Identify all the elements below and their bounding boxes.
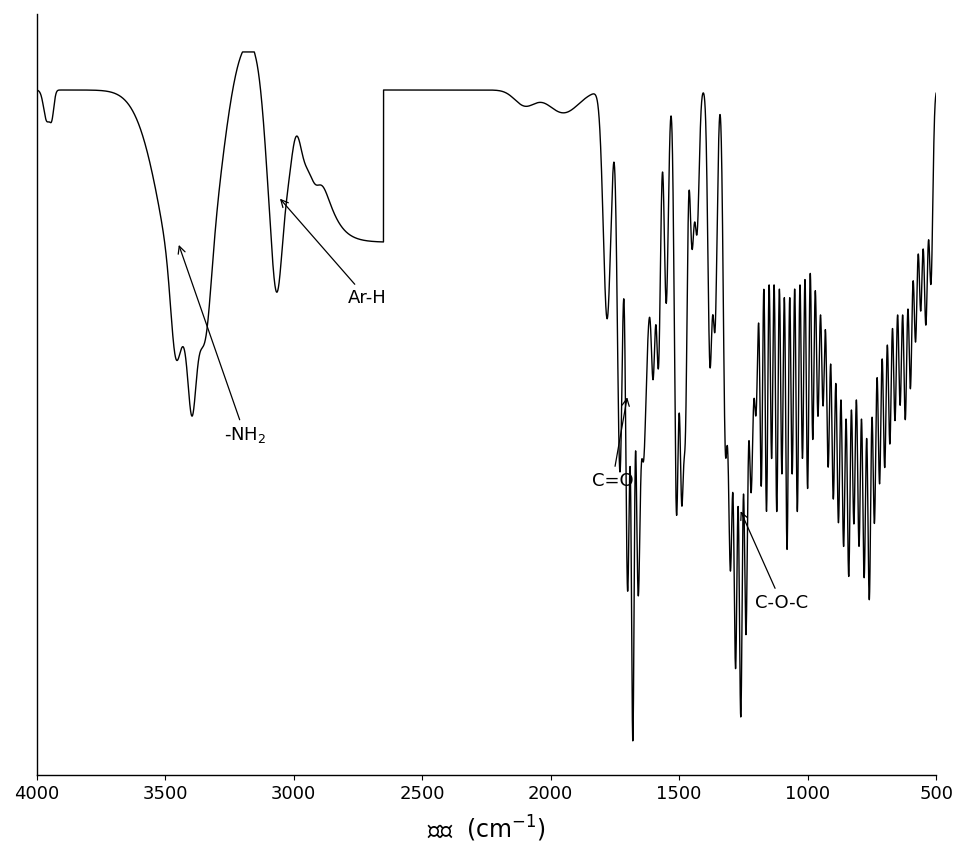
- Text: C=O: C=O: [592, 399, 633, 490]
- X-axis label: 波长  (cm$^{-1}$): 波长 (cm$^{-1}$): [426, 814, 545, 844]
- Text: C-O-C: C-O-C: [741, 512, 808, 612]
- Text: Ar-H: Ar-H: [280, 200, 386, 307]
- Text: -NH$_2$: -NH$_2$: [178, 246, 266, 445]
